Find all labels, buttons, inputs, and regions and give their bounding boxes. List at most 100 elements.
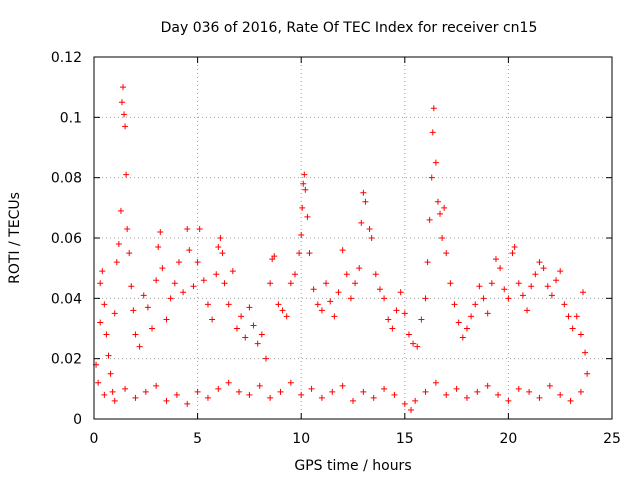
x-tick-label: 20 xyxy=(499,431,517,447)
data-point xyxy=(459,334,466,341)
data-point xyxy=(519,292,526,299)
data-point xyxy=(339,247,346,254)
data-point xyxy=(536,394,543,401)
data-point xyxy=(368,235,375,241)
data-point xyxy=(308,385,315,392)
data-point xyxy=(401,310,408,317)
data-point xyxy=(306,250,313,257)
data-point xyxy=(414,343,421,350)
data-point xyxy=(136,343,143,350)
data-point xyxy=(204,301,211,308)
data-point xyxy=(484,310,491,317)
data-point xyxy=(314,301,321,308)
y-tick-label: 0.06 xyxy=(51,231,82,247)
y-tick-label: 0.12 xyxy=(51,50,82,66)
data-point xyxy=(412,397,419,404)
data-point xyxy=(184,225,191,232)
data-point xyxy=(238,313,245,320)
data-point xyxy=(275,301,282,308)
data-point xyxy=(122,123,129,130)
data-point xyxy=(101,391,108,398)
data-point xyxy=(194,259,201,266)
data-point xyxy=(301,171,308,178)
data-point xyxy=(225,301,232,308)
data-point xyxy=(577,388,584,395)
data-point xyxy=(372,271,379,278)
data-point xyxy=(318,307,325,314)
data-point xyxy=(144,304,151,311)
data-point xyxy=(279,307,286,314)
data-point xyxy=(97,319,104,326)
data-point xyxy=(296,250,303,257)
data-point xyxy=(149,325,156,332)
data-point xyxy=(381,385,388,392)
data-point xyxy=(437,210,444,217)
data-point xyxy=(565,313,572,320)
data-point xyxy=(213,271,220,278)
data-point xyxy=(339,382,346,389)
data-point xyxy=(492,256,499,263)
data-point xyxy=(569,325,576,332)
data-point xyxy=(132,331,139,338)
y-tick-label: 0.02 xyxy=(51,352,82,368)
data-point xyxy=(140,292,147,299)
data-point xyxy=(105,352,112,359)
data-point xyxy=(561,301,568,308)
data-points xyxy=(93,84,591,413)
data-point xyxy=(196,225,203,232)
data-point xyxy=(167,295,174,302)
data-point xyxy=(432,379,439,386)
data-point xyxy=(180,289,187,296)
data-point xyxy=(385,316,392,323)
data-point xyxy=(505,295,512,302)
data-point xyxy=(335,289,342,296)
data-point xyxy=(453,385,460,392)
x-axis-label: GPS time / hours xyxy=(294,458,411,474)
data-point xyxy=(153,382,160,389)
data-point xyxy=(381,295,388,302)
data-point xyxy=(350,397,356,404)
data-point xyxy=(163,316,170,323)
data-point xyxy=(389,325,396,332)
y-tick-label: 0 xyxy=(73,412,82,428)
data-point xyxy=(497,265,504,272)
data-point xyxy=(318,394,325,401)
data-point xyxy=(171,280,178,287)
data-point xyxy=(476,283,483,290)
data-point xyxy=(246,304,253,311)
data-point xyxy=(362,198,369,205)
data-point xyxy=(200,277,207,284)
data-point xyxy=(267,280,274,287)
data-point xyxy=(153,277,160,284)
data-point xyxy=(573,313,580,320)
data-point xyxy=(111,310,118,317)
data-point xyxy=(358,219,365,226)
data-point xyxy=(474,388,481,395)
data-point xyxy=(287,379,294,386)
data-point xyxy=(532,271,539,278)
data-point xyxy=(190,283,197,290)
data-point xyxy=(184,400,191,407)
data-point xyxy=(113,259,120,266)
data-point xyxy=(524,307,531,314)
data-point xyxy=(109,388,116,395)
data-point xyxy=(579,289,586,296)
data-point xyxy=(287,280,294,287)
data-point xyxy=(217,235,224,241)
data-point xyxy=(121,111,128,118)
data-point xyxy=(221,280,228,287)
data-point xyxy=(356,265,363,272)
data-point xyxy=(546,382,553,389)
data-point xyxy=(584,370,591,377)
data-point xyxy=(391,391,398,398)
data-point xyxy=(434,198,441,205)
data-point xyxy=(101,301,108,308)
data-point xyxy=(124,225,131,232)
data-point xyxy=(175,259,182,266)
data-point xyxy=(472,301,479,308)
data-point xyxy=(186,247,193,254)
data-point xyxy=(103,331,110,338)
data-point xyxy=(246,391,253,398)
data-point xyxy=(115,241,122,248)
